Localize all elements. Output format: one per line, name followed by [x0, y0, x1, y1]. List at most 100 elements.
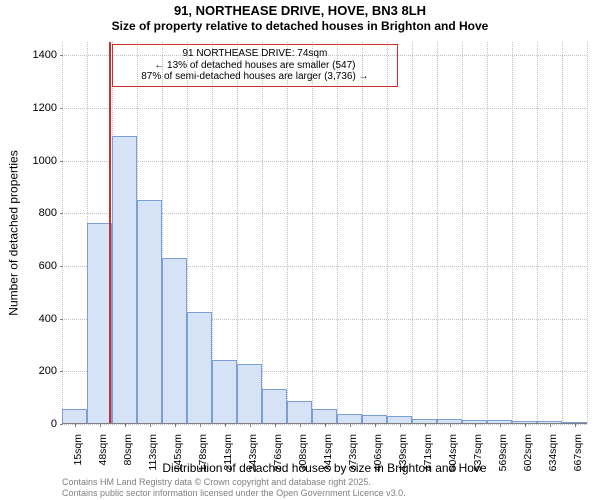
gridline-v — [412, 42, 414, 423]
ytick-label: 1400 — [27, 49, 57, 61]
bar — [162, 258, 187, 423]
xtick-label: 602sqm — [522, 434, 534, 474]
bar — [112, 136, 137, 423]
gridline-h — [62, 108, 587, 110]
plot-inner: 91 NORTHEASE DRIVE: 74sqm← 13% of detach… — [62, 42, 587, 424]
bar — [462, 420, 487, 423]
xtick-mark — [275, 424, 276, 427]
xtick-label: 667sqm — [572, 434, 584, 474]
annot-line2: ← 13% of detached houses are smaller (54… — [154, 60, 355, 71]
annot-line1: 91 NORTHEASE DRIVE: 74sqm — [182, 48, 327, 59]
annotation-box: 91 NORTHEASE DRIVE: 74sqm← 13% of detach… — [112, 44, 398, 87]
bar — [62, 409, 87, 423]
xtick-label: 439sqm — [397, 434, 409, 474]
xtick-mark — [550, 424, 551, 427]
xtick-mark — [200, 424, 201, 427]
ytick-mark — [60, 424, 63, 425]
bar — [487, 420, 512, 423]
y-axis-label: Number of detached properties — [6, 42, 21, 424]
ytick-label: 1200 — [27, 102, 57, 114]
xtick-label: 471sqm — [422, 434, 434, 474]
xtick-mark — [100, 424, 101, 427]
xtick-mark — [575, 424, 576, 427]
xtick-label: 113sqm — [147, 434, 159, 474]
gridline-h — [62, 161, 587, 163]
bar — [212, 360, 237, 423]
gridline-v — [312, 42, 314, 423]
xtick-mark — [500, 424, 501, 427]
chart-subtitle: Size of property relative to detached ho… — [0, 20, 600, 33]
xtick-label: 145sqm — [172, 434, 184, 474]
gridline-v — [437, 42, 439, 423]
ytick-mark — [60, 266, 63, 267]
gridline-v — [487, 42, 489, 423]
xtick-label: 48sqm — [97, 434, 109, 474]
gridline-v — [562, 42, 564, 423]
ytick-label: 200 — [27, 365, 57, 377]
ytick-mark — [60, 108, 63, 109]
ytick-mark — [60, 213, 63, 214]
footnote-line1: Contains HM Land Registry data © Crown c… — [62, 477, 371, 487]
xtick-label: 211sqm — [222, 434, 234, 474]
xtick-mark — [400, 424, 401, 427]
ytick-mark — [60, 161, 63, 162]
bar — [137, 200, 162, 423]
xtick-label: 569sqm — [497, 434, 509, 474]
chart-title: 91, NORTHEASE DRIVE, HOVE, BN3 8LH — [0, 4, 600, 18]
xtick-mark — [525, 424, 526, 427]
xtick-mark — [450, 424, 451, 427]
xtick-label: 308sqm — [297, 434, 309, 474]
xtick-mark — [475, 424, 476, 427]
annot-line3: 87% of semi-detached houses are larger (… — [141, 71, 368, 82]
plot-area: 91 NORTHEASE DRIVE: 74sqm← 13% of detach… — [62, 42, 587, 424]
bar — [412, 419, 437, 423]
bar — [287, 401, 312, 423]
bar — [312, 409, 337, 423]
xtick-label: 634sqm — [547, 434, 559, 474]
xtick-mark — [375, 424, 376, 427]
bar — [187, 312, 212, 423]
xtick-label: 504sqm — [447, 434, 459, 474]
ytick-label: 800 — [27, 207, 57, 219]
gridline-v — [287, 42, 289, 423]
gridline-v — [262, 42, 264, 423]
gridline-v — [387, 42, 389, 423]
xtick-label: 406sqm — [372, 434, 384, 474]
footnote: Contains HM Land Registry data © Crown c… — [62, 477, 406, 498]
bar — [237, 364, 262, 423]
xtick-mark — [150, 424, 151, 427]
gridline-v — [512, 42, 514, 423]
xtick-mark — [300, 424, 301, 427]
xtick-mark — [325, 424, 326, 427]
xtick-label: 276sqm — [272, 434, 284, 474]
bar — [512, 421, 537, 423]
gridline-v — [587, 42, 589, 423]
bar — [262, 389, 287, 423]
ytick-label: 1000 — [27, 155, 57, 167]
ytick-label: 0 — [27, 418, 57, 430]
gridline-v — [337, 42, 339, 423]
marker-line — [109, 42, 111, 423]
xtick-label: 178sqm — [197, 434, 209, 474]
xtick-label: 341sqm — [322, 434, 334, 474]
xtick-mark — [425, 424, 426, 427]
chart-container: 91, NORTHEASE DRIVE, HOVE, BN3 8LH Size … — [0, 0, 600, 500]
gridline-v — [362, 42, 364, 423]
ytick-label: 400 — [27, 313, 57, 325]
ytick-mark — [60, 55, 63, 56]
xtick-label: 80sqm — [122, 434, 134, 474]
gridline-v — [62, 42, 64, 423]
bar — [437, 419, 462, 423]
ytick-label: 600 — [27, 260, 57, 272]
xtick-label: 537sqm — [472, 434, 484, 474]
bar — [537, 421, 562, 423]
gridline-v — [537, 42, 539, 423]
ytick-mark — [60, 371, 63, 372]
xtick-mark — [350, 424, 351, 427]
bar — [387, 416, 412, 423]
xtick-mark — [125, 424, 126, 427]
xtick-label: 15sqm — [72, 434, 84, 474]
bar — [562, 422, 587, 423]
xtick-mark — [250, 424, 251, 427]
gridline-v — [462, 42, 464, 423]
